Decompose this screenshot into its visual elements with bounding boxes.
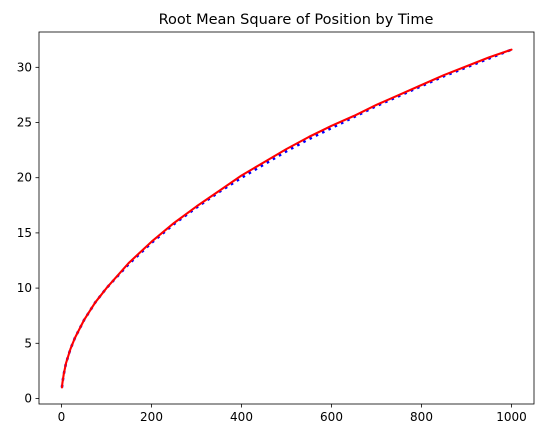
x-axis: 0 200 400 600 800 1000 xyxy=(58,404,527,424)
chart-title: Root Mean Square of Position by Time xyxy=(159,12,434,28)
y-tick-label: 15 xyxy=(17,226,32,240)
x-tick-label: 200 xyxy=(140,410,163,424)
y-tick-label: 25 xyxy=(17,116,32,130)
y-tick-label: 20 xyxy=(17,171,32,185)
x-tick-label: 0 xyxy=(58,410,66,424)
plot-area xyxy=(60,48,513,389)
x-tick-label: 600 xyxy=(320,410,343,424)
y-tick-label: 5 xyxy=(24,336,32,350)
series-line-solid xyxy=(60,48,513,389)
x-tick-label: 1000 xyxy=(496,410,527,424)
y-tick-label: 0 xyxy=(24,391,32,405)
y-tick-label: 30 xyxy=(17,60,32,74)
x-tick-label: 800 xyxy=(410,410,433,424)
plot-frame xyxy=(38,31,535,405)
y-axis: 0 5 10 15 20 25 30 xyxy=(17,60,39,405)
series-line-dotted xyxy=(60,48,512,388)
y-tick-label: 10 xyxy=(17,281,32,295)
x-tick-label: 400 xyxy=(230,410,253,424)
